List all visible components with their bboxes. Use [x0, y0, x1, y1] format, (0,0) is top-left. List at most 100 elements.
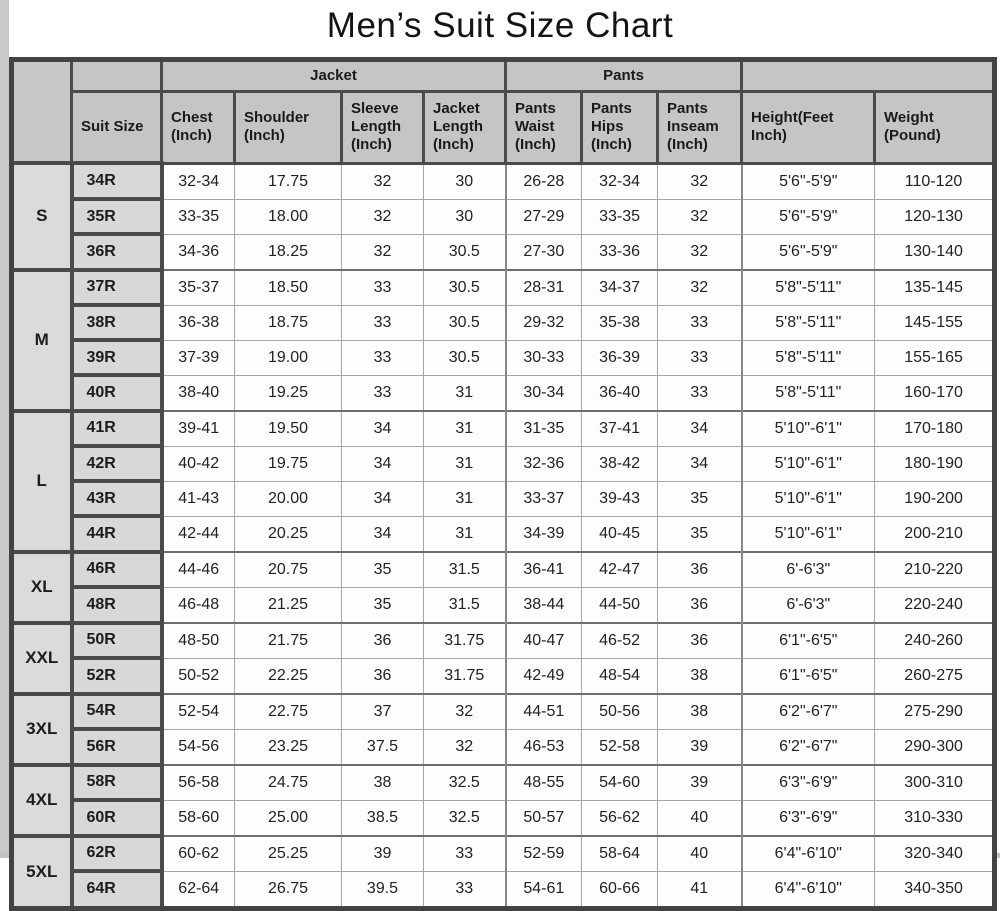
data-cell: 40 [657, 834, 743, 872]
data-cell: 29-32 [504, 304, 583, 341]
data-cell: 28-31 [504, 268, 583, 306]
data-cell: 33 [422, 870, 507, 909]
data-cell: 25.00 [234, 799, 342, 836]
data-cell: 50-56 [581, 692, 659, 730]
data-cell: 170-180 [874, 409, 996, 447]
data-cell: 33 [341, 268, 424, 306]
column-header-chest: Chest (Inch) [160, 90, 236, 165]
data-cell: 31.5 [422, 550, 507, 588]
data-cell: 27-30 [504, 233, 583, 270]
data-cell: 300-310 [874, 763, 996, 801]
data-cell: 190-200 [874, 480, 996, 517]
data-cell: 18.25 [234, 233, 342, 270]
data-cell: 130-140 [874, 233, 996, 270]
data-cell: 5'8"-5'11" [740, 268, 876, 306]
table-row: 64R 62-64 26.75 39.5 33 54-61 60-66 41 6'4"-6'10… [12, 869, 996, 910]
data-cell: 58-64 [581, 834, 659, 872]
data-cell: 36 [341, 621, 424, 659]
data-cell: 38 [657, 657, 743, 694]
data-cell: 24.75 [234, 763, 342, 801]
data-cell: 6'2"-6'7" [740, 692, 876, 730]
data-cell: 5'10"-6'1" [740, 445, 876, 482]
data-cell: 38 [657, 692, 743, 730]
data-cell: 33 [657, 339, 743, 376]
data-cell: 48-54 [581, 657, 659, 694]
data-cell: 34-37 [581, 268, 659, 306]
data-cell: 19.25 [234, 374, 342, 411]
data-cell: 32-36 [504, 445, 583, 482]
table-row: 35R 33-35 18.00 32 30 27-29 33-35 32 5'6"-5'9" 12… [12, 197, 996, 236]
data-cell: 220-240 [874, 586, 996, 623]
data-cell: 32-34 [581, 162, 659, 200]
data-cell: 19.75 [234, 445, 342, 482]
data-cell: 40 [657, 799, 743, 836]
table-row: 3XL 54R 52-54 22.75 37 32 44-51 50-56 38 6'2"-6'7… [9, 691, 996, 767]
data-cell: 36 [341, 657, 424, 694]
data-cell: 34-39 [504, 515, 583, 552]
data-cell: 35 [657, 480, 743, 517]
suit-size-cell: 64R [69, 869, 164, 910]
data-cell: 32 [422, 692, 507, 730]
data-cell: 32.5 [422, 799, 507, 836]
data-cell: 62-64 [161, 870, 235, 909]
table-row: 42R 40-42 19.75 34 31 32-36 38-42 34 5'10"-6'1" 1… [12, 444, 996, 483]
suit-size-cell: 35R [69, 197, 164, 236]
data-cell: 37-39 [161, 339, 235, 376]
data-cell: 33-37 [504, 480, 583, 517]
data-cell: 34 [657, 445, 743, 482]
data-cell: 32 [657, 162, 743, 200]
data-cell: 50-52 [161, 657, 235, 694]
size-group-label: S [9, 161, 74, 272]
data-cell: 38-42 [581, 445, 659, 482]
data-cell: 32.5 [422, 763, 507, 801]
data-cell: 17.75 [234, 162, 342, 200]
table-row: 36R 34-36 18.25 32 30.5 27-30 33-36 32 5'6"-5'9"… [12, 232, 996, 272]
data-cell: 52-59 [504, 834, 583, 872]
data-cell: 46-48 [161, 586, 235, 623]
data-cell: 31.75 [422, 657, 507, 694]
data-cell: 18.75 [234, 304, 342, 341]
column-header-sleeve-length: Sleeve Length (Inch) [340, 90, 425, 165]
data-cell: 38.5 [341, 799, 424, 836]
data-cell: 33 [657, 304, 743, 341]
suit-size-cell: 40R [69, 373, 164, 413]
corner-cell [10, 58, 73, 165]
data-cell: 33 [341, 374, 424, 411]
data-cell: 26.75 [234, 870, 342, 909]
data-cell: 38 [341, 763, 424, 801]
suit-size-cell: 42R [69, 444, 164, 483]
suit-size-cell: 62R [69, 833, 164, 873]
data-cell: 35 [657, 515, 743, 552]
data-cell: 275-290 [874, 692, 996, 730]
size-group-label: XXL [9, 620, 74, 696]
table-row: M 37R 35-37 18.50 33 30.5 28-31 34-37 32 5'8"-5'1… [9, 267, 996, 413]
data-cell: 44-51 [504, 692, 583, 730]
data-cell: 35-38 [581, 304, 659, 341]
data-cell: 36-40 [581, 374, 659, 411]
table-row: 40R 38-40 19.25 33 31 30-34 36-40 33 5'8"-5'11" 1… [12, 373, 996, 413]
data-cell: 36 [657, 550, 743, 588]
data-cell: 30.5 [422, 268, 507, 306]
data-cell: 34-36 [161, 233, 235, 270]
suit-size-cell: 60R [69, 798, 164, 838]
data-cell: 20.25 [234, 515, 342, 552]
data-cell: 48-55 [504, 763, 583, 801]
data-cell: 31 [422, 445, 507, 482]
data-cell: 35 [341, 550, 424, 588]
data-cell: 44-46 [161, 550, 235, 588]
data-cell: 36-38 [161, 304, 235, 341]
data-cell: 37-41 [581, 409, 659, 447]
data-cell: 54-61 [504, 870, 583, 909]
data-cell: 52-54 [161, 692, 235, 730]
data-cell: 39 [341, 834, 424, 872]
table-row: 39R 37-39 19.00 33 30.5 30-33 36-39 33 5'8"-5'11… [12, 338, 996, 377]
data-cell: 110-120 [874, 162, 996, 200]
suit-size-cell: 50R [69, 620, 164, 660]
data-cell: 310-330 [874, 799, 996, 836]
size-group-label: 4XL [9, 762, 74, 838]
data-cell: 6'-6'3" [740, 586, 876, 623]
column-header-jacket-length: Jacket Length (Inch) [421, 90, 508, 165]
data-cell: 30-33 [504, 339, 583, 376]
suit-size-table: Jacket Pants Suit Size Chest (Inch) Shou… [9, 57, 998, 911]
data-cell: 5'8"-5'11" [740, 339, 876, 376]
